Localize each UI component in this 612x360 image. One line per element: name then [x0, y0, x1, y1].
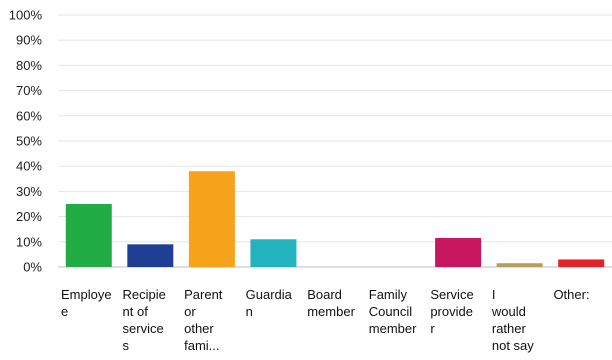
bar: [127, 244, 174, 267]
y-tick-label: 80%: [16, 58, 42, 73]
x-category-label-line: service: [122, 321, 164, 336]
x-category-label-line: member: [368, 321, 417, 336]
bar: [188, 171, 235, 267]
y-tick-label: 0%: [23, 260, 42, 275]
x-category-label-line: other: [184, 321, 214, 336]
x-category-label-line: not say: [491, 338, 534, 353]
x-category-label-line: e: [61, 304, 69, 319]
x-category-label-line: provide: [430, 304, 473, 319]
bar: [496, 263, 543, 267]
x-category-label-line: n: [245, 304, 253, 319]
y-tick-label: 20%: [16, 209, 42, 224]
y-tick-label: 50%: [16, 134, 42, 149]
x-category-label-line: nt of: [122, 304, 148, 319]
x-category-label-line: member: [307, 304, 355, 319]
x-category-label-line: Employe: [61, 287, 112, 302]
x-category-label-line: would: [491, 304, 526, 319]
x-category-label-line: I: [491, 287, 496, 302]
y-tick-label: 30%: [16, 184, 42, 199]
x-category-label: Service provide r: [430, 286, 488, 337]
x-category-label-line: fami...: [184, 338, 220, 353]
x-category-label: Family Council member: [369, 286, 427, 337]
bar: [558, 259, 605, 267]
y-tick-label: 10%: [16, 234, 42, 249]
x-category-label-line: Other:: [553, 287, 590, 302]
x-category-label-line: Board: [307, 287, 342, 302]
x-category-label-line: Guardia: [245, 287, 292, 302]
bars: [65, 171, 605, 267]
x-category-label: Other:: [553, 286, 611, 303]
x-category-label-line: Council: [368, 304, 413, 319]
bar: [435, 238, 482, 267]
y-tick-label: 100%: [9, 8, 43, 23]
x-category-label: Parent or other fami...: [184, 286, 242, 354]
x-category-label-line: r: [430, 321, 435, 336]
x-category-label-line: Parent: [184, 287, 223, 302]
x-category-label-line: Recipie: [122, 287, 166, 302]
y-axis-ticks: 0% 10% 20% 30% 40% 50% 60% 70% 80% 90% 100%: [9, 8, 43, 275]
y-tick-label: 60%: [16, 108, 42, 123]
x-category-label-line: rather: [491, 321, 526, 336]
bar: [65, 204, 112, 267]
x-category-label-line: or: [184, 304, 196, 319]
x-category-label-line: Service: [430, 287, 474, 302]
x-category-label: Recipie nt of service s: [123, 286, 181, 354]
x-category-label-line: s: [122, 338, 130, 353]
x-category-label: Board member: [307, 286, 365, 320]
gridlines: [58, 14, 612, 268]
y-tick-label: 90%: [16, 33, 42, 48]
y-tick-label: 40%: [16, 159, 42, 174]
x-category-label: Employe e: [61, 286, 119, 320]
y-tick-label: 70%: [16, 83, 42, 98]
x-category-label-line: Family: [368, 287, 408, 302]
x-category-label: Guardia n: [246, 286, 304, 320]
bar: [250, 239, 297, 267]
